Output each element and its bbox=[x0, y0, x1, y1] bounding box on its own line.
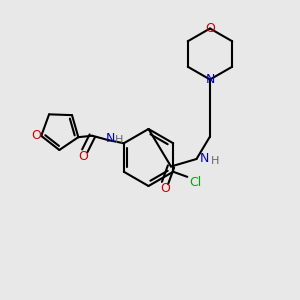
Text: H: H bbox=[115, 135, 124, 145]
Text: H: H bbox=[211, 155, 220, 166]
Text: O: O bbox=[78, 150, 88, 163]
Text: O: O bbox=[31, 129, 41, 142]
Text: O: O bbox=[160, 182, 170, 195]
Text: O: O bbox=[205, 22, 215, 35]
Text: Cl: Cl bbox=[190, 176, 202, 189]
Text: N: N bbox=[106, 132, 115, 145]
Text: N: N bbox=[205, 73, 215, 86]
Text: N: N bbox=[199, 152, 209, 166]
